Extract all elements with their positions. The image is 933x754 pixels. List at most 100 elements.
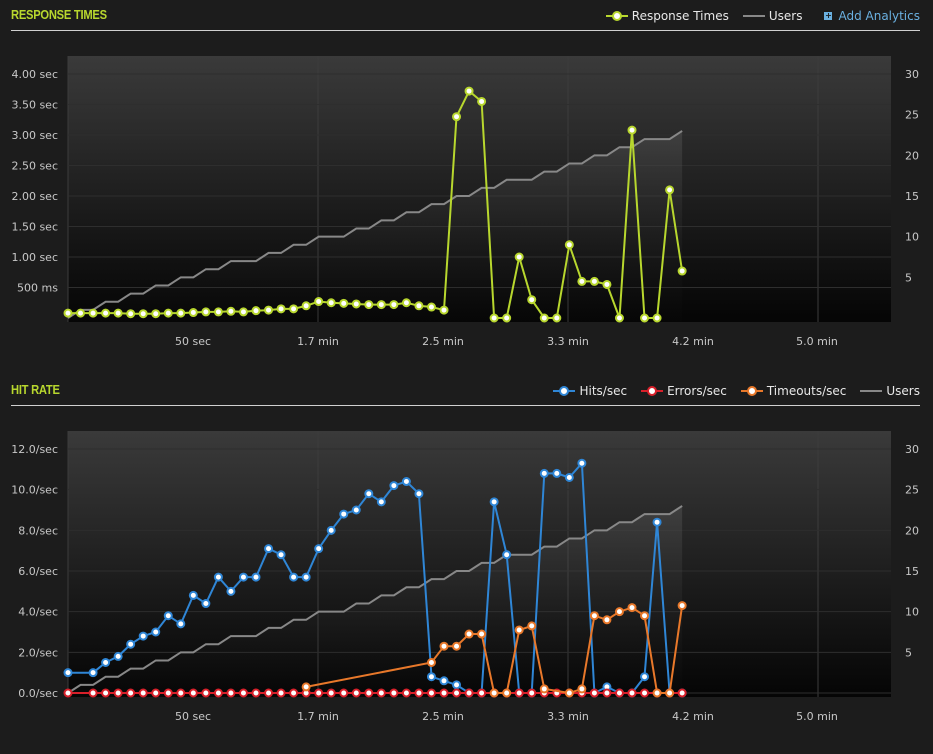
- hits-sec-point: [502, 550, 512, 560]
- response-times-point: [452, 112, 462, 122]
- y-tick-label: 3.50 sec: [11, 99, 58, 112]
- response-times-point: [76, 308, 86, 318]
- response-times-point: [640, 313, 650, 323]
- x-tick-label: 5.0 min: [796, 710, 838, 723]
- response-times-point: [188, 308, 198, 318]
- users-area: [68, 505, 683, 697]
- response-times-point: [138, 309, 148, 319]
- errors-sec-point: [527, 688, 537, 698]
- response-times-point: [151, 309, 161, 319]
- timeouts-sec-point: [677, 601, 687, 611]
- hits-sec-point: [163, 611, 173, 621]
- hits-sec-point: [301, 572, 311, 582]
- hits-sec-point: [640, 672, 650, 682]
- y2-tick-label: 25: [905, 109, 919, 122]
- y-tick-label: 0.0/sec: [18, 687, 58, 700]
- timeouts-sec-point: [627, 603, 637, 613]
- hits-sec-point: [126, 639, 136, 649]
- response-times-point: [364, 300, 374, 310]
- y-tick-label: 4.0/sec: [18, 606, 58, 619]
- legend-hit-users[interactable]: Users: [860, 384, 920, 398]
- response-times-point: [464, 86, 474, 96]
- users-line: [67, 130, 683, 319]
- response-times-point: [477, 96, 487, 106]
- hits-sec-point: [489, 497, 499, 507]
- y2-tick-label: 30: [905, 68, 919, 81]
- errors-sec-point: [226, 688, 236, 698]
- timeouts-sec-point: [614, 607, 624, 617]
- x-tick-label: 50 sec: [175, 710, 211, 723]
- timeouts-sec-point: [527, 621, 537, 631]
- response-times-point: [63, 308, 73, 318]
- hits-sec-point: [188, 590, 198, 600]
- errors-sec-point: [101, 688, 111, 698]
- timeouts-sec-point: [464, 629, 474, 639]
- y-tick-label: 10.0/sec: [11, 484, 58, 497]
- y2-tick-label: 10: [905, 231, 919, 244]
- hit-rate-divider: [11, 405, 920, 406]
- legend-timeouts[interactable]: Timeouts/sec: [740, 384, 847, 398]
- legend-hits[interactable]: Hits/sec: [553, 384, 627, 398]
- response-times-point: [677, 266, 687, 276]
- errors-sec-point: [326, 688, 336, 698]
- x-tick-label: 4.2 min: [672, 710, 714, 723]
- errors-sec-point: [138, 688, 148, 698]
- hits-sec-point: [63, 668, 73, 678]
- legend-errors-label: Errors/sec: [667, 384, 727, 398]
- hits-sec-point: [439, 676, 449, 686]
- response-times-point: [339, 298, 349, 308]
- x-tick-label: 1.7 min: [297, 335, 339, 348]
- errors-sec-point: [389, 688, 399, 698]
- timeouts-sec-point: [452, 641, 462, 651]
- timeouts-sec-point: [301, 682, 311, 692]
- y-tick-label: 6.0/sec: [18, 565, 58, 578]
- add-analytics-button[interactable]: + Add Analytics: [824, 9, 920, 23]
- response-times-point: [589, 276, 599, 286]
- timeouts-sec-point: [502, 688, 512, 698]
- errors-sec-point: [401, 688, 411, 698]
- response-times-point: [213, 307, 223, 317]
- users-swatch: [742, 10, 765, 22]
- errors-sec-point: [163, 688, 173, 698]
- hits-sec-point: [414, 489, 424, 499]
- y2-tick-label: 15: [905, 190, 919, 203]
- errors-sec-point: [426, 688, 436, 698]
- y-tick-label: 1.00 sec: [11, 251, 58, 264]
- response-times-point: [226, 306, 236, 316]
- response-times-point: [126, 309, 136, 319]
- y-tick-label: 500 ms: [17, 282, 58, 295]
- errors-sec-point: [151, 688, 161, 698]
- errors-sec-point: [264, 688, 274, 698]
- errors-sec-point: [63, 688, 73, 698]
- errors-swatch: [641, 385, 664, 397]
- hits-sec-point: [376, 497, 386, 507]
- response-times-chart: 4.00 sec 3.50 sec 3.00 sec 2.50 sec 2.00 sec…: [11, 56, 919, 348]
- response-times-point: [163, 308, 173, 318]
- legend-errors[interactable]: Errors/sec: [641, 384, 727, 398]
- timeouts-sec-point: [539, 684, 549, 694]
- errors-sec-point: [602, 688, 612, 698]
- errors-sec-point: [614, 688, 624, 698]
- hits-sec-point: [88, 668, 98, 678]
- hits-sec-point: [101, 658, 111, 667]
- response-times-point: [389, 300, 399, 310]
- response-times-point: [527, 295, 537, 305]
- response-times-point: [489, 313, 499, 323]
- legend-users[interactable]: Users: [742, 9, 803, 23]
- y2-tick-label: 20: [905, 524, 919, 537]
- errors-sec-point: [176, 688, 186, 698]
- legend-response-times[interactable]: Response Times: [605, 9, 729, 23]
- hits-swatch: [553, 385, 576, 397]
- legend-timeouts-label: Timeouts/sec: [766, 384, 847, 398]
- legend-users-label: Users: [768, 9, 803, 23]
- response-times-divider: [11, 30, 920, 31]
- errors-sec-point: [514, 688, 524, 698]
- timeouts-sec-point: [514, 625, 524, 635]
- response-times-point: [614, 313, 624, 323]
- timeouts-sec-point: [426, 658, 436, 667]
- errors-sec-point: [113, 688, 123, 698]
- users-line: [67, 505, 683, 694]
- y2-tick-label: 25: [905, 484, 919, 497]
- response-times-point: [502, 313, 512, 323]
- errors-sec-point: [351, 688, 361, 698]
